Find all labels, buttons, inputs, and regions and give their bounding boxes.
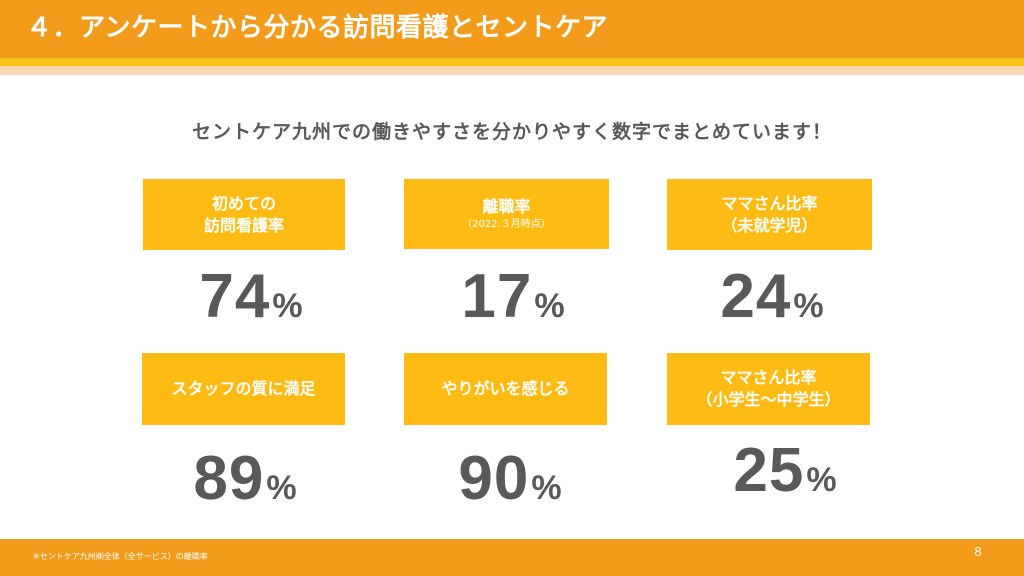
stat-unit: % (531, 469, 562, 507)
header-accent-band-light (0, 66, 1024, 75)
stat-label-mom-ratio-preschool: ママさん比率 （未就学児） (667, 179, 872, 250)
stat-number: 24 (720, 262, 792, 331)
stat-label-mom-ratio-school-age: ママさん比率 （小学生～中学生） (667, 353, 870, 425)
stat-label-turnover-rate: 離職率 （2022.３月時点） (404, 179, 609, 249)
page-number: 8 (974, 544, 982, 559)
stat-label-line: やりがいを感じる (441, 379, 570, 398)
stat-label-first-visit-nursing: 初めての 訪問看護率 (143, 179, 345, 250)
stat-label-line: 訪問看護率 (203, 215, 284, 235)
stat-value-job-fulfillment: 90% (410, 446, 610, 512)
stat-unit: % (534, 287, 565, 325)
stat-label-line: （小学生～中学生） (696, 390, 841, 409)
stat-value-staff-quality-satisfaction: 89% (145, 446, 345, 512)
stat-label-line: ママさん比率 (720, 368, 817, 387)
stat-number: 17 (461, 262, 533, 331)
header-bar: ４．アンケートから分かる訪問看護とセントケア (0, 0, 1024, 58)
stat-label-line: スタッフの質に満足 (171, 379, 316, 398)
footnote: ※セントケア九州㈱全体（全サービス）の離職率 (33, 552, 208, 561)
stat-value-turnover-rate: 17% (413, 264, 613, 330)
stat-value-mom-ratio-school-age: 25% (685, 438, 885, 504)
stat-unit: % (793, 287, 824, 325)
stat-number: 89 (193, 444, 265, 513)
stat-label-line: ママさん比率 (721, 193, 818, 213)
stat-number: 25 (733, 436, 805, 505)
stat-number: 74 (199, 262, 271, 331)
header-accent-band (0, 58, 1024, 66)
stat-value-mom-ratio-preschool: 24% (672, 264, 872, 330)
footer-bar (0, 539, 1024, 576)
stat-label-line: 離職率 (482, 197, 531, 216)
stat-value-first-visit-nursing: 74% (151, 264, 351, 330)
stat-unit: % (272, 287, 303, 325)
stat-label-staff-quality-satisfaction: スタッフの質に満足 (142, 353, 345, 425)
stat-label-line: 初めての (211, 193, 276, 213)
stat-unit: % (806, 461, 837, 499)
page-title: ４．アンケートから分かる訪問看護とセントケア (26, 13, 608, 43)
slide-subtitle: セントケア九州での働きやすさを分かりやすく数字でまとめています！ (191, 121, 832, 143)
stat-label-note: （2022.３月時点） (462, 219, 551, 230)
stat-unit: % (266, 469, 297, 507)
stat-label-job-fulfillment: やりがいを感じる (404, 353, 607, 425)
stat-number: 90 (458, 444, 530, 513)
stat-label-line: （未就学児） (721, 215, 818, 235)
